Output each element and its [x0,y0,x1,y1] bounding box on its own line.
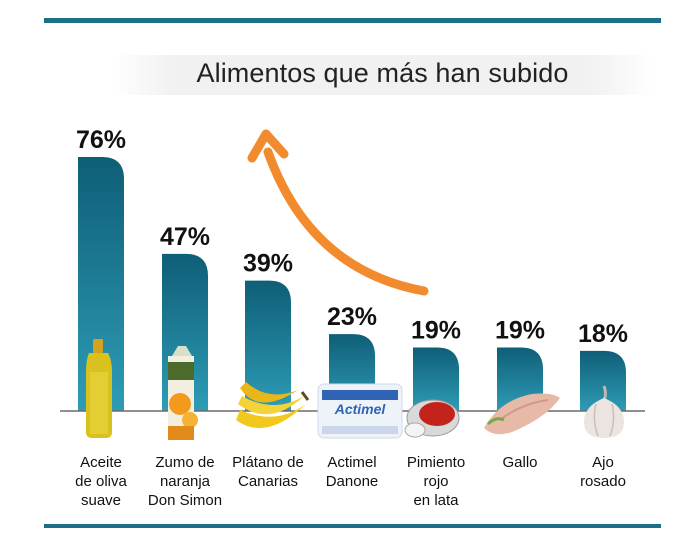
value-label-3: 23% [327,303,377,331]
category-label-1: Zumo de naranja Don Simon [148,454,222,509]
value-label-1: 47% [160,223,210,251]
value-label-6: 18% [578,320,628,348]
top-rule [44,18,661,23]
bar-0 [78,157,124,411]
category-label-0: Aceite de oliva suave [75,454,127,509]
canned-red-pepper-icon [404,399,460,438]
svg-text:Actimel: Actimel [334,401,387,417]
value-label-5: 19% [495,317,545,345]
orange-juice-carton-icon [168,346,198,440]
value-labels: 76% 47% 39% 23% 19% 19% 18% [76,126,628,348]
value-label-0: 76% [76,126,126,154]
category-label-3: Actimel Danone [326,454,379,490]
category-labels: Aceite de oliva suave Zumo de naranja Don Sim… [75,454,626,509]
bars-layer [78,157,626,411]
olive-oil-bottle-icon [86,339,112,438]
value-label-2: 39% [243,250,293,278]
banana-bunch-icon [236,382,310,429]
title-band [110,55,655,95]
category-label-5: Gallo [502,454,537,471]
upward-trend-arrow [247,129,429,296]
bar-6 [580,350,626,411]
category-label-2: Plátano de Canarias [232,454,304,490]
value-label-4: 19% [411,317,461,345]
bar-4 [413,347,459,411]
garlic-bulb-icon [584,385,624,438]
bottom-rule [44,524,661,528]
category-label-6: Ajo rosado [580,454,626,490]
bar-2 [245,280,291,411]
category-label-4: Pimiento rojo en lata [407,454,465,509]
chart-title: Alimentos que más han subido [196,58,569,88]
actimel-yogurt-pack-icon: Actimel [317,383,403,439]
fish-fillet-icon [484,393,560,435]
